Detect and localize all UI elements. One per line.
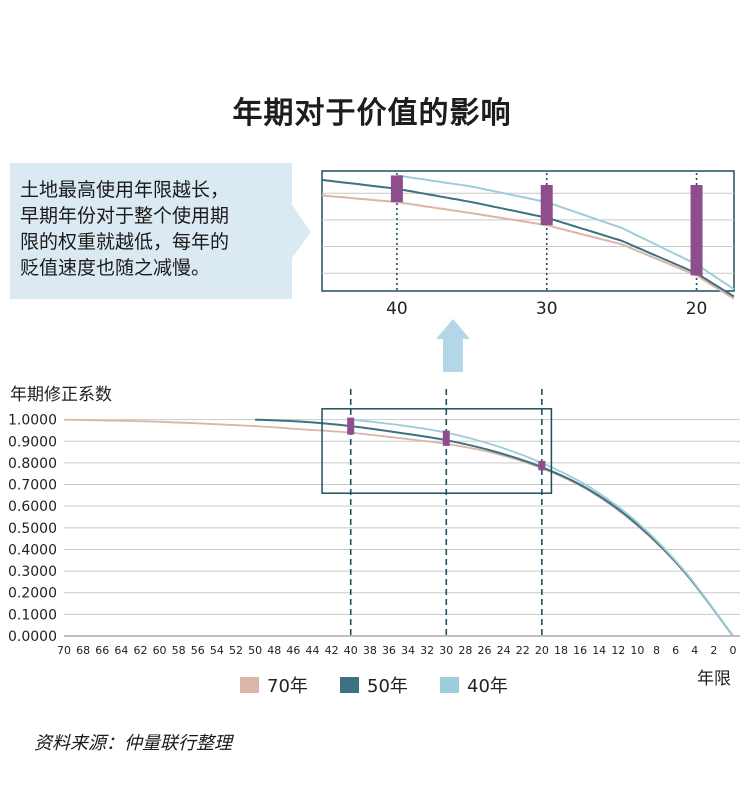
x-tick-label: 56 (191, 644, 205, 657)
main-dashed-lines (349, 389, 543, 637)
zoom-range-marker (540, 185, 553, 226)
callout-line-4: 贬值速度也随之减慢。 (20, 257, 211, 279)
x-tick-label: 32 (420, 644, 434, 657)
legend-label-70: 70年 (267, 676, 308, 697)
main-markers (347, 417, 546, 471)
x-tick-label: 58 (172, 644, 186, 657)
x-tick-label: 38 (363, 644, 377, 657)
x-tick-label: 36 (382, 644, 396, 657)
series-line-50年 (255, 418, 734, 637)
range-marker (347, 417, 355, 435)
x-tick-label: 10 (630, 644, 644, 657)
x-tick-label: 68 (76, 644, 90, 657)
y-tick-label: 0.1000 (8, 607, 57, 623)
x-tick-label: 52 (229, 644, 243, 657)
zoom-series-line-40年 (396, 174, 735, 291)
x-tick-label: 40 (344, 644, 358, 657)
main-x-tick-labels: 70 68 66 64 62 60 58 56 54 52 50 48 46 44 42 40 38 36 34 32… (57, 644, 737, 657)
zoom-chart (321, 173, 735, 300)
x-tick-label: 42 (325, 644, 339, 657)
main-gridlines (64, 419, 740, 637)
y-tick-label: 0.4000 (8, 542, 57, 558)
x-tick-label: 12 (611, 644, 625, 657)
legend-swatch-40 (440, 677, 459, 693)
x-tick-label: 26 (478, 644, 492, 657)
x-tick-label: 24 (497, 644, 511, 657)
zoom-x-tick-label: 30 (536, 299, 558, 319)
x-tick-label: 6 (672, 644, 679, 657)
y-tick-label: 0.0000 (8, 629, 57, 645)
range-marker (442, 430, 450, 446)
legend-label-50: 50年 (367, 676, 408, 697)
x-tick-label: 34 (401, 644, 415, 657)
x-tick-label: 70 (57, 644, 71, 657)
y-tick-label: 0.8000 (8, 456, 57, 472)
x-tick-label: 62 (133, 644, 147, 657)
callout-line-2: 早期年份对于整个使用期 (20, 205, 230, 227)
x-tick-label: 8 (653, 644, 660, 657)
callout-line-3: 限的权重就越低，每年的 (20, 231, 230, 253)
zoom-x-tick-label: 40 (386, 299, 408, 319)
callout-box: 土地最高使用年限越长， 早期年份对于整个使用期 限的权重就越低，每年的 贬值速度… (10, 163, 292, 299)
x-axis-label: 年限 (697, 669, 731, 689)
x-tick-label: 0 (730, 644, 737, 657)
y-tick-label: 0.7000 (8, 478, 57, 494)
x-tick-label: 44 (305, 644, 319, 657)
x-tick-label: 66 (95, 644, 109, 657)
x-tick-label: 60 (153, 644, 167, 657)
y-tick-label: 0.6000 (8, 499, 57, 515)
y-tick-label: 0.3000 (8, 564, 57, 580)
zoom-series-line-50年 (321, 178, 735, 298)
y-tick-label: 0.5000 (8, 521, 57, 537)
x-tick-label: 18 (554, 644, 568, 657)
callout-line-1: 土地最高使用年限越长， (20, 179, 230, 201)
x-tick-label: 16 (573, 644, 587, 657)
legend-label-40: 40年 (467, 676, 508, 697)
callout-pointer (292, 205, 311, 258)
x-tick-label: 20 (535, 644, 549, 657)
x-tick-label: 2 (710, 644, 717, 657)
x-tick-label: 48 (267, 644, 281, 657)
x-tick-label: 30 (439, 644, 453, 657)
x-tick-label: 14 (592, 644, 606, 657)
main-y-tick-labels: 0.0000 0.1000 0.2000 0.3000 0.4000 0.5000 0.60… (8, 413, 57, 645)
x-tick-label: 64 (114, 644, 128, 657)
zoom-range-marker (690, 185, 703, 276)
zoom-panel (321, 170, 735, 292)
zoom-arrow-icon (436, 319, 470, 372)
zoom-x-tick-label: 20 (686, 299, 708, 319)
y-axis-label: 年期修正系数 (10, 385, 112, 405)
y-tick-label: 0.2000 (8, 586, 57, 602)
callout-text: 土地最高使用年限越长， 早期年份对于整个使用期 限的权重就越低，每年的 贬值速度… (20, 177, 282, 281)
legend: 70年 50年 40年 (240, 676, 508, 697)
chart-title: 年期对于价值的影响 (232, 96, 512, 131)
y-tick-label: 1.0000 (8, 413, 57, 429)
zoom-range-marker (390, 175, 403, 203)
legend-swatch-70 (240, 677, 259, 693)
range-marker (538, 460, 546, 471)
x-tick-label: 50 (248, 644, 262, 657)
zoom-series-line-70年 (321, 194, 735, 300)
y-tick-label: 0.9000 (8, 434, 57, 450)
x-tick-label: 4 (691, 644, 698, 657)
x-tick-label: 28 (458, 644, 472, 657)
legend-swatch-50 (340, 677, 359, 693)
source-note: 资料来源：仲量联行整理 (34, 733, 232, 754)
x-tick-label: 54 (210, 644, 224, 657)
highlight-box (321, 408, 553, 494)
zoom-x-tick-labels: 40 30 20 (386, 299, 707, 319)
x-tick-label: 22 (516, 644, 530, 657)
x-tick-label: 46 (286, 644, 300, 657)
